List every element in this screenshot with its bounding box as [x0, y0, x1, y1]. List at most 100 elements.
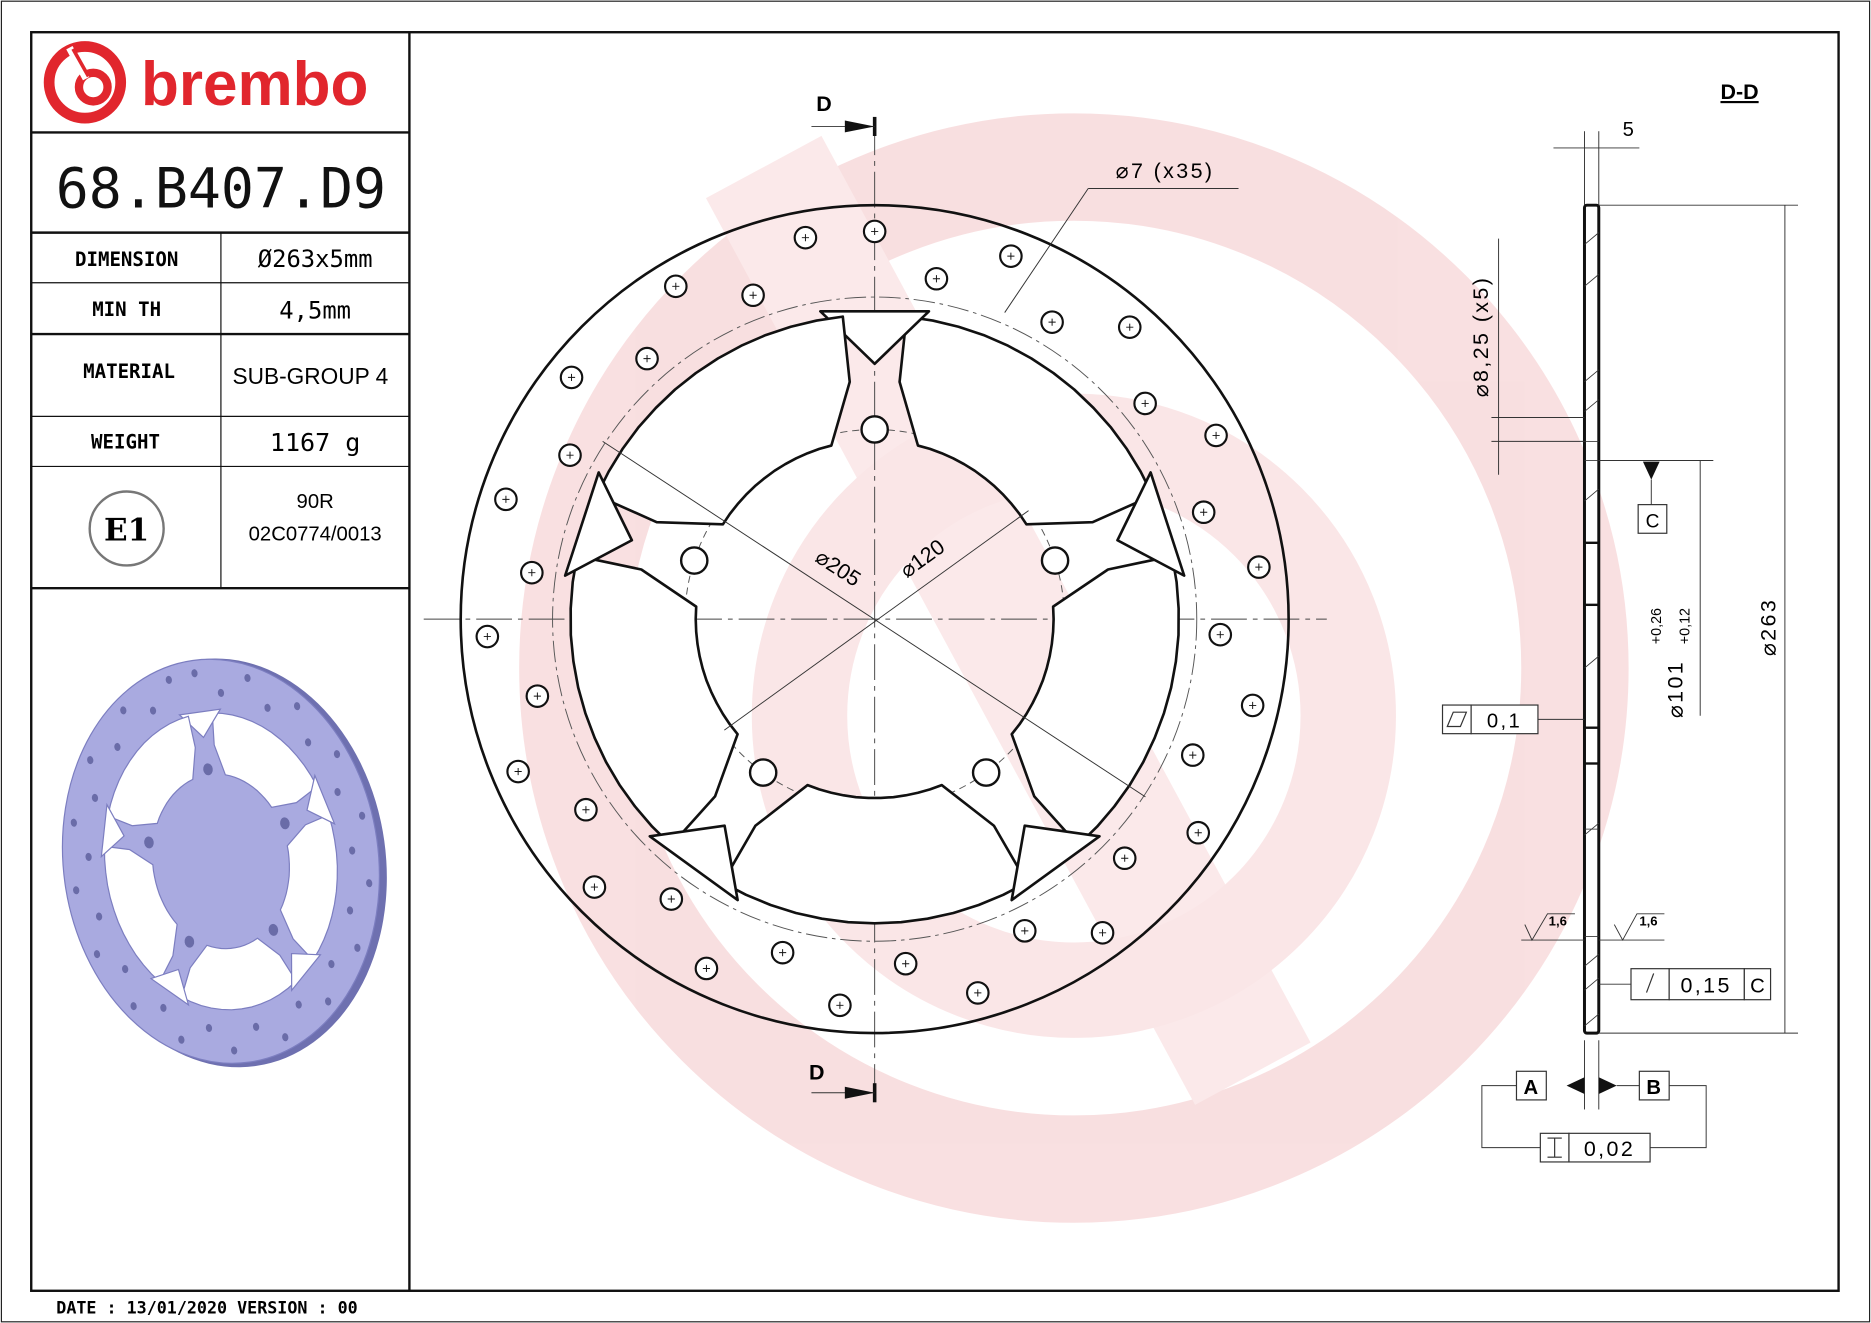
hole-center-mark [932, 275, 941, 283]
holes-leader [1004, 188, 1089, 313]
weight-value: 1167 g [270, 428, 360, 457]
datum-b-label: B [1646, 1077, 1661, 1099]
lightening-window [595, 315, 852, 526]
render-drilled-hole [114, 742, 121, 752]
render-drilled-hole [130, 1002, 137, 1011]
render-drilled-hole [178, 1035, 185, 1044]
part-number: 68.B407.D9 [56, 157, 386, 221]
render-drilled-hole [231, 1046, 238, 1055]
section-view: D-D 5 ⌀263 ⌀8,25 (x5) ⌀101 +0,26 +0,12 [1441, 80, 1799, 1163]
hole-center-mark [502, 495, 510, 503]
triangular-window [1116, 471, 1186, 577]
datum-a-label: A [1523, 1077, 1538, 1099]
hole-center-mark [749, 291, 757, 299]
parallelism-icon [1547, 1137, 1562, 1158]
roughness-left-icon [1524, 913, 1575, 942]
render-triangle [149, 968, 190, 1007]
datum-c-box [1637, 504, 1668, 534]
footer-date-version: DATE : 13/01/2020 VERSION : 00 [56, 1297, 357, 1317]
triangular-window [819, 310, 931, 366]
render-drilled-hole [304, 738, 312, 747]
render-hub-hole [280, 817, 290, 830]
hole-center-mark [514, 767, 522, 776]
render-drilled-hole [293, 702, 301, 711]
title-block [31, 32, 411, 1291]
hole-center-mark [1048, 318, 1056, 326]
section-label-bottom: D [809, 1061, 825, 1085]
hub-mounting-hole [679, 546, 709, 575]
render-drilled-hole [93, 950, 101, 959]
render-hub-hole [203, 763, 213, 776]
render-drilled-hole [295, 1000, 302, 1009]
hole-center-mark [1249, 701, 1257, 710]
render-triangle [178, 708, 222, 739]
disc-windows [563, 310, 1186, 925]
hole-center-mark [533, 692, 541, 700]
runout-datum: C [1750, 976, 1765, 998]
hub-mounting-hole [971, 758, 1001, 787]
hole-center-mark [567, 373, 576, 381]
hole-center-mark [974, 989, 982, 997]
hole-center-mark [1021, 927, 1029, 935]
front-view: ⌀205 ⌀120 ⌀7 (x35) D D [423, 92, 1327, 1103]
thickness-dimension: 5 [1623, 119, 1634, 141]
render-drilled-hole [91, 793, 99, 802]
outer-dia-dimension: ⌀263 [1756, 598, 1780, 656]
min-th-value: 4,5mm [279, 297, 351, 325]
hole-center-mark [1212, 431, 1220, 440]
hole-center-mark [672, 282, 680, 290]
disc-holes [475, 219, 1271, 1018]
weight-label: WEIGHT [91, 432, 160, 454]
bore-dimension: ⌀101 [1663, 660, 1687, 718]
brembo-logo-icon [43, 41, 127, 124]
hole-center-mark [871, 227, 879, 236]
hole-center-mark [801, 234, 810, 242]
render-drilled-hole [165, 675, 172, 684]
hole-center-mark [667, 895, 675, 903]
render-triangle [306, 773, 336, 826]
material-value: SUB-GROUP 4 [233, 363, 389, 389]
render-drilled-hole [191, 669, 198, 678]
render-drilled-hole [122, 965, 129, 974]
render-drilled-hole [333, 750, 341, 759]
disc-outer-edge [459, 203, 1290, 1035]
render-drilled-hole [120, 706, 127, 715]
hole-center-mark [643, 355, 651, 363]
hole-center-mark [1141, 399, 1149, 408]
render-hub-hole [184, 935, 195, 948]
dimension-label: DIMENSION [75, 249, 178, 271]
render-drilled-hole [95, 912, 103, 921]
disc-render [61, 658, 387, 1068]
dia-120-dimension-line [724, 510, 1029, 731]
render-drilled-hole [325, 997, 332, 1006]
triangular-window [1010, 824, 1101, 902]
render-drilled-hole [358, 811, 366, 820]
render-triangle [290, 952, 322, 993]
pcd-205-circle [552, 296, 1198, 942]
render-hub-hole [144, 836, 154, 849]
material-label: MATERIAL [83, 361, 175, 383]
render-drilled-hole [264, 703, 271, 712]
hole-center-mark [1216, 631, 1224, 639]
bore-tolerance-lower: +0,12 [1677, 608, 1693, 644]
min-th-label: MIN TH [92, 299, 161, 321]
render-drilled-hole [354, 943, 361, 952]
render-drilled-hole [160, 1003, 167, 1012]
datum-b-box [1638, 1070, 1670, 1101]
render-drilled-hole [85, 852, 92, 861]
render-window [107, 715, 196, 827]
e1-approval-badge [88, 490, 165, 567]
datum-a-box [1515, 1070, 1547, 1101]
bore-tolerance-upper: +0,26 [1649, 608, 1665, 644]
hole-center-mark [582, 806, 590, 814]
hole-center-mark [702, 964, 711, 973]
hub-mounting-hole [1040, 546, 1070, 575]
hub-mounting-hole [860, 415, 889, 444]
disc-cross-section [1582, 203, 1601, 1035]
hole-center-mark [1121, 854, 1129, 862]
section-label-top: D [816, 92, 832, 116]
render-drilled-hole [334, 787, 341, 797]
parallelism-value: 0,02 [1584, 1137, 1635, 1161]
